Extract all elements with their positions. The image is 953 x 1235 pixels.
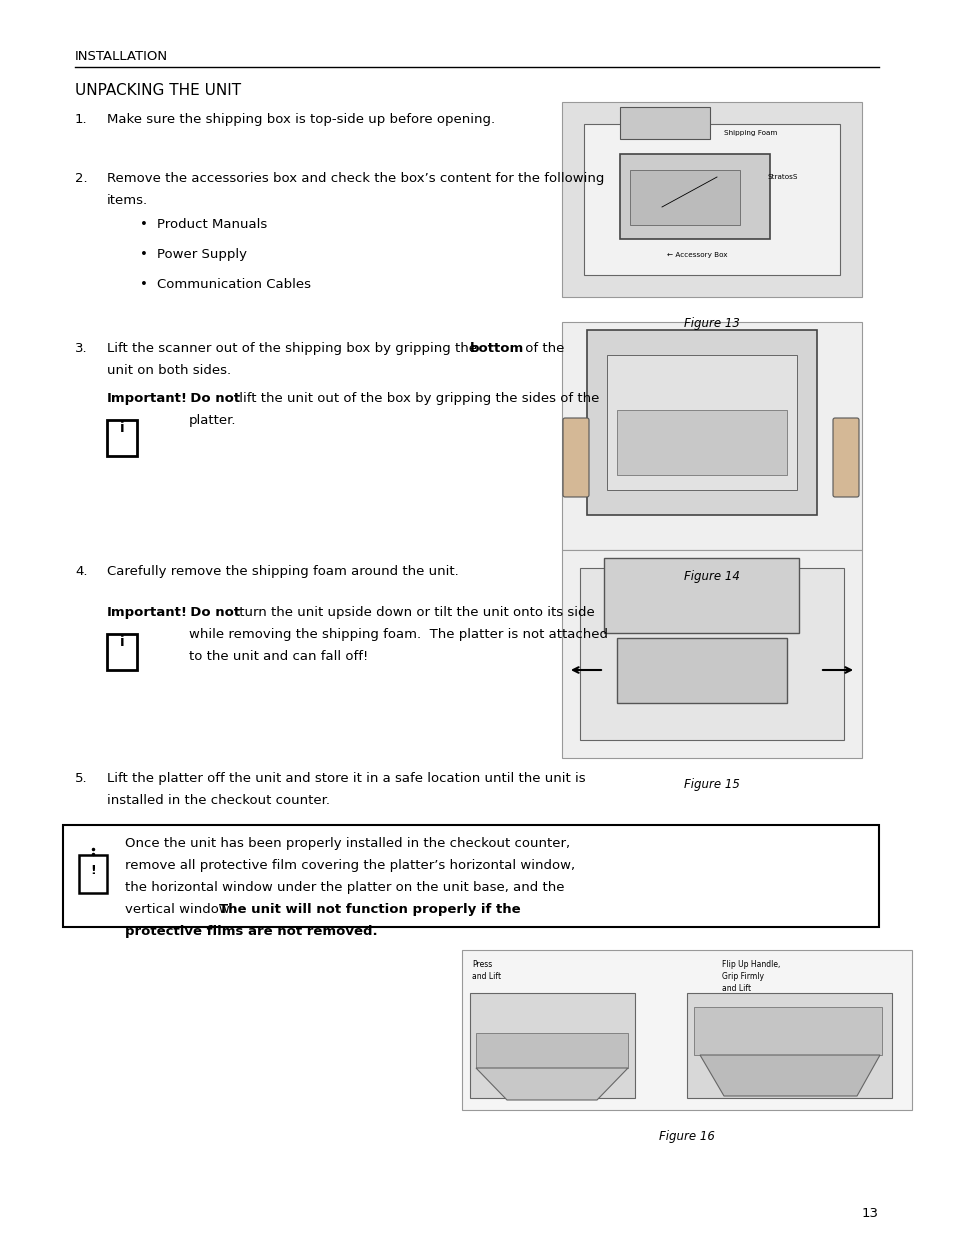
- Text: The unit will not function properly if the: The unit will not function properly if t…: [219, 903, 520, 916]
- Text: Communication Cables: Communication Cables: [157, 278, 311, 291]
- Text: •: •: [140, 248, 148, 261]
- Text: Figure 14: Figure 14: [683, 571, 740, 583]
- Text: platter.: platter.: [189, 414, 236, 427]
- FancyBboxPatch shape: [686, 993, 891, 1098]
- Text: while removing the shipping foam.  The platter is not attached: while removing the shipping foam. The pl…: [189, 629, 607, 641]
- FancyBboxPatch shape: [603, 558, 799, 634]
- FancyBboxPatch shape: [583, 124, 840, 275]
- Text: •: •: [140, 219, 148, 231]
- Text: Grip Firmly: Grip Firmly: [721, 972, 763, 981]
- FancyBboxPatch shape: [461, 950, 911, 1110]
- FancyBboxPatch shape: [476, 1032, 627, 1068]
- Text: of the: of the: [520, 342, 564, 354]
- Text: Power Supply: Power Supply: [157, 248, 247, 261]
- FancyBboxPatch shape: [107, 634, 137, 671]
- Text: INSTALLATION: INSTALLATION: [75, 49, 168, 63]
- FancyBboxPatch shape: [693, 1007, 882, 1055]
- FancyBboxPatch shape: [562, 417, 588, 496]
- FancyBboxPatch shape: [619, 154, 769, 240]
- Text: Do not: Do not: [181, 391, 240, 405]
- FancyBboxPatch shape: [561, 322, 862, 550]
- FancyBboxPatch shape: [832, 417, 858, 496]
- Text: 2.: 2.: [75, 172, 88, 185]
- FancyBboxPatch shape: [606, 354, 796, 490]
- Text: and Lift: and Lift: [721, 984, 750, 993]
- Text: Important!: Important!: [107, 391, 188, 405]
- Text: 5.: 5.: [75, 772, 88, 785]
- Text: to the unit and can fall off!: to the unit and can fall off!: [189, 650, 368, 663]
- Text: Once the unit has been properly installed in the checkout counter,: Once the unit has been properly installe…: [125, 837, 570, 850]
- FancyBboxPatch shape: [586, 330, 816, 515]
- Text: i: i: [119, 635, 124, 650]
- FancyBboxPatch shape: [79, 855, 107, 893]
- Text: Important!: Important!: [107, 606, 188, 619]
- Text: Make sure the shipping box is top-side up before opening.: Make sure the shipping box is top-side u…: [107, 112, 495, 126]
- Text: Shipping Foam: Shipping Foam: [723, 130, 777, 136]
- Polygon shape: [476, 1068, 627, 1100]
- Text: Press: Press: [472, 960, 492, 969]
- Text: •: •: [140, 278, 148, 291]
- Text: unit on both sides.: unit on both sides.: [107, 364, 231, 377]
- Text: Figure 16: Figure 16: [659, 1130, 714, 1144]
- Text: Lift the platter off the unit and store it in a safe location until the unit is: Lift the platter off the unit and store …: [107, 772, 585, 785]
- FancyBboxPatch shape: [470, 993, 635, 1098]
- Text: Do not: Do not: [181, 606, 240, 619]
- Text: Figure 13: Figure 13: [683, 317, 740, 330]
- Text: vertical window.: vertical window.: [125, 903, 241, 916]
- FancyBboxPatch shape: [629, 170, 740, 225]
- Text: lift the unit out of the box by gripping the sides of the: lift the unit out of the box by gripping…: [234, 391, 598, 405]
- Text: Carefully remove the shipping foam around the unit.: Carefully remove the shipping foam aroun…: [107, 564, 458, 578]
- FancyBboxPatch shape: [619, 107, 709, 140]
- Text: Lift the scanner out of the shipping box by gripping the: Lift the scanner out of the shipping box…: [107, 342, 480, 354]
- Text: the horizontal window under the platter on the unit base, and the: the horizontal window under the platter …: [125, 881, 564, 894]
- FancyBboxPatch shape: [579, 568, 843, 740]
- Text: turn the unit upside down or tilt the unit onto its side: turn the unit upside down or tilt the un…: [234, 606, 594, 619]
- Text: UNPACKING THE UNIT: UNPACKING THE UNIT: [75, 83, 241, 98]
- Text: !: !: [90, 863, 95, 877]
- Text: items.: items.: [107, 194, 148, 207]
- FancyBboxPatch shape: [63, 825, 878, 927]
- Text: Flip Up Handle,: Flip Up Handle,: [721, 960, 780, 969]
- FancyBboxPatch shape: [561, 550, 862, 758]
- Text: 13: 13: [862, 1207, 878, 1220]
- Text: Remove the accessories box and check the box’s content for the following: Remove the accessories box and check the…: [107, 172, 604, 185]
- Text: bottom: bottom: [470, 342, 524, 354]
- Text: StratosS: StratosS: [766, 174, 797, 180]
- Polygon shape: [700, 1055, 879, 1095]
- Text: 4.: 4.: [75, 564, 88, 578]
- FancyBboxPatch shape: [617, 410, 786, 475]
- Text: Figure 15: Figure 15: [683, 778, 740, 790]
- Text: 3.: 3.: [75, 342, 88, 354]
- FancyBboxPatch shape: [561, 103, 862, 296]
- Text: ← Accessory Box: ← Accessory Box: [666, 252, 727, 258]
- Text: and Lift: and Lift: [472, 972, 500, 981]
- FancyBboxPatch shape: [617, 638, 786, 703]
- Text: installed in the checkout counter.: installed in the checkout counter.: [107, 794, 330, 806]
- Text: i: i: [119, 421, 124, 435]
- Text: 1.: 1.: [75, 112, 88, 126]
- Text: Product Manuals: Product Manuals: [157, 219, 267, 231]
- Text: remove all protective film covering the platter’s horizontal window,: remove all protective film covering the …: [125, 860, 575, 872]
- FancyBboxPatch shape: [107, 420, 137, 456]
- Text: protective films are not removed.: protective films are not removed.: [125, 925, 377, 939]
